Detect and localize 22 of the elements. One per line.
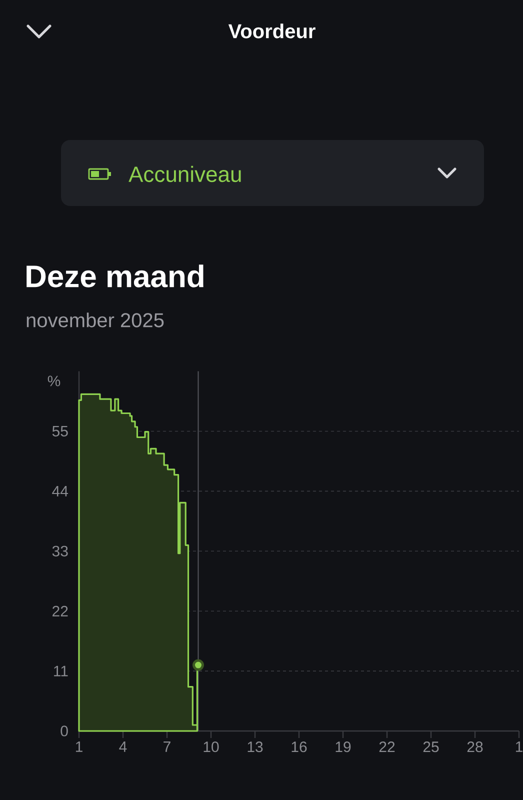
y-tick-label: 44 xyxy=(52,486,68,496)
x-tick-label: 19 xyxy=(336,742,351,752)
x-tick-label: 13 xyxy=(248,742,263,752)
x-tick-label: 1 xyxy=(516,742,522,752)
y-tick-label: 55 xyxy=(52,426,68,436)
text: Voordeur xyxy=(228,24,316,38)
x-tick-label: 28 xyxy=(467,742,483,752)
y-tick-label: 33 xyxy=(52,546,68,556)
chart-title: Deze maand xyxy=(26,264,204,288)
y-tick-label: 0 xyxy=(60,726,68,736)
x-tick-label: 7 xyxy=(164,742,170,752)
y-axis-title: % xyxy=(48,376,60,386)
x-tick-label: 1 xyxy=(76,742,82,752)
x-tick-label: 25 xyxy=(423,742,439,752)
x-tick-label: 10 xyxy=(204,742,219,752)
x-tick-label: 4 xyxy=(119,742,127,752)
y-tick-label: 22 xyxy=(52,606,68,616)
x-tick-label: 22 xyxy=(379,742,395,752)
y-tick-label: 11 xyxy=(54,666,68,676)
chart-subtitle: november 2025 xyxy=(26,312,164,328)
text: Accuniveau xyxy=(128,166,241,182)
x-tick-label: 16 xyxy=(292,742,307,752)
